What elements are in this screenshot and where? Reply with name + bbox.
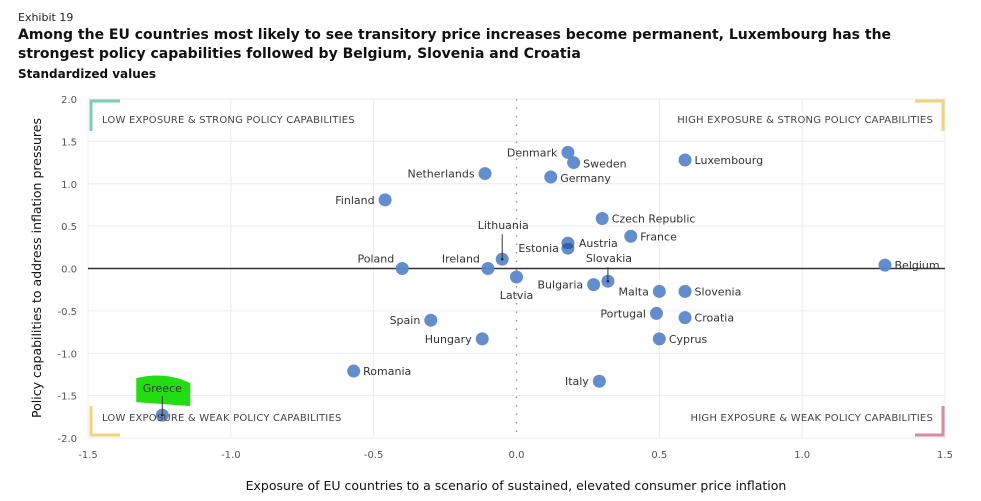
x-tick-label: -1.0 [221, 450, 241, 461]
data-point-slovenia [678, 284, 692, 298]
y-axis-title: Policy capabilities to address inflation… [29, 118, 44, 418]
data-point-czech-republic [595, 211, 609, 225]
quadrant-corner-marker [89, 99, 120, 131]
point-label: Austria [579, 237, 618, 250]
y-tick-label: -1.5 [57, 392, 77, 403]
x-tick-label: 1.0 [794, 450, 810, 461]
data-point-bulgaria [587, 278, 601, 292]
point-label: Cyprus [669, 333, 708, 346]
point-label: Bulgaria [538, 279, 584, 292]
data-point-france [624, 229, 638, 243]
y-tick-label: -0.5 [57, 307, 77, 318]
highlight-layer [136, 375, 191, 407]
point-label: Poland [357, 253, 394, 266]
y-tick-label: 0.0 [61, 265, 77, 276]
data-point-denmark [561, 145, 575, 159]
x-tick-label: 1.5 [937, 450, 953, 461]
point-label: Ireland [442, 253, 480, 266]
y-tick-label: 2.0 [61, 95, 77, 106]
point-label: Italy [565, 375, 589, 388]
y-tick-label: -1.0 [57, 349, 77, 360]
point-label: Croatia [695, 312, 735, 325]
point-label: Greece [143, 382, 182, 395]
exhibit-number: Exhibit 19 [18, 11, 74, 24]
data-point-malta [652, 284, 666, 298]
quadrant-corner-marker [915, 99, 945, 131]
point-label: Hungary [425, 333, 472, 346]
y-tick-label: 1.0 [61, 180, 77, 191]
point-label: Latvia [500, 289, 534, 302]
point-labels: LOW EXPOSURE & STRONG POLICY CAPABILITIE… [102, 115, 940, 424]
point-label: Belgium [895, 259, 940, 272]
point-label: Finland [335, 194, 374, 207]
point-label: Slovakia [586, 252, 632, 265]
data-point-cyprus [652, 332, 666, 346]
quadrant-corner-marker [89, 406, 120, 437]
y-tick-label: 0.5 [61, 222, 77, 233]
point-label: Romania [363, 365, 411, 378]
point-label: Slovenia [695, 285, 742, 298]
point-label: Germany [560, 172, 611, 185]
y-tick-label: 1.5 [61, 137, 77, 148]
leader-dot [606, 279, 610, 283]
data-point-croatia [678, 311, 692, 325]
data-point-romania [347, 364, 361, 378]
point-label: Spain [390, 314, 421, 327]
highlight-marker [136, 375, 191, 407]
point-label: Sweden [583, 158, 626, 171]
point-label: Portugal [600, 307, 646, 320]
data-point-latvia [510, 270, 523, 284]
data-point-belgium [878, 258, 892, 272]
point-label: Lithuania [478, 219, 529, 232]
data-point-netherlands [478, 167, 492, 181]
overlap-marker [562, 243, 574, 250]
point-label: Denmark [507, 146, 558, 159]
point-label: France [640, 230, 677, 243]
quadrant-label: HIGH EXPOSURE & STRONG POLICY CAPABILITI… [677, 115, 933, 126]
chart-title: Among the EU countries most likely to se… [18, 27, 892, 62]
data-point-italy [592, 374, 606, 388]
data-point-ireland [481, 262, 495, 275]
quadrant-label: LOW EXPOSURE & WEAK POLICY CAPABILITIES [102, 413, 342, 424]
x-tick-label: -1.5 [78, 450, 98, 461]
x-tick-label: 0.5 [651, 450, 667, 461]
x-tick-label: -0.5 [364, 450, 384, 461]
data-point-luxembourg [678, 153, 692, 167]
data-points [155, 145, 892, 422]
x-tick-label: 0.0 [509, 450, 525, 461]
data-point-finland [378, 193, 392, 207]
y-tick-label: -2.0 [57, 434, 77, 445]
x-axis-title: Exposure of EU countries to a scenario o… [246, 478, 787, 493]
point-label: Estonia [518, 242, 559, 255]
data-point-germany [544, 170, 558, 184]
quadrant-label: LOW EXPOSURE & STRONG POLICY CAPABILITIE… [102, 115, 355, 126]
point-label: Luxembourg [695, 154, 764, 167]
point-label: Netherlands [408, 168, 475, 181]
chart-subtitle: Standardized values [18, 67, 157, 81]
quadrant-corner-marker [915, 406, 945, 437]
data-point-poland [395, 262, 409, 275]
data-point-hungary [475, 332, 489, 346]
axes: 2.01.51.00.50.0-0.5-1.0-1.5-2.0-1.5 -1.0-… [57, 95, 952, 461]
point-label: Czech Republic [612, 212, 696, 225]
quadrant-label: HIGH EXPOSURE & WEAK POLICY CAPABILITIES [691, 413, 933, 424]
data-point-portugal [649, 306, 663, 320]
data-point-spain [424, 313, 438, 327]
quadrant-markers [89, 99, 945, 437]
data-point-sweden [567, 156, 581, 170]
point-label: Malta [618, 285, 648, 298]
